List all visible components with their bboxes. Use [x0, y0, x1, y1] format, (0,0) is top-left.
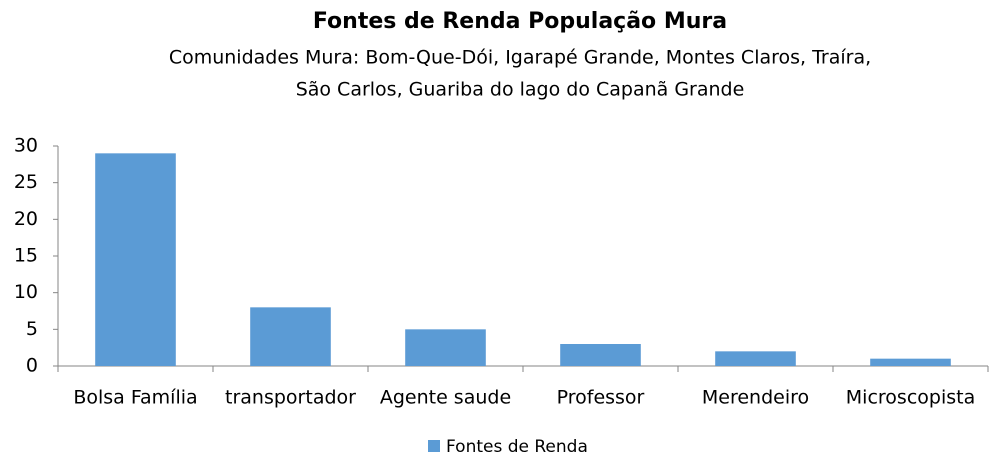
- chart-title: Fontes de Renda População Mura: [313, 9, 727, 34]
- y-tick-label: 20: [14, 208, 38, 230]
- y-tick-label: 25: [14, 171, 38, 193]
- y-tick-label: 30: [14, 135, 38, 157]
- x-tick-label: Professor: [557, 387, 645, 409]
- x-tick-label: Merendeiro: [702, 387, 809, 409]
- x-tick-label: Microscopista: [846, 387, 975, 409]
- y-tick-label: 15: [14, 245, 38, 267]
- x-tick-label: Bolsa Família: [73, 387, 197, 409]
- chart-subtitle: São Carlos, Guariba do lago do Capanã Gr…: [296, 79, 745, 101]
- x-tick-label: Agente saude: [380, 387, 511, 409]
- bar: [250, 307, 331, 366]
- bar: [560, 344, 641, 366]
- bar: [95, 153, 176, 366]
- bar: [715, 351, 796, 366]
- legend-label: Fontes de Renda: [446, 437, 588, 456]
- chart-subtitle: Comunidades Mura: Bom-Que-Dói, Igarapé G…: [169, 47, 871, 69]
- y-tick-label: 5: [26, 318, 38, 340]
- legend-swatch: [428, 440, 440, 452]
- bar: [870, 358, 951, 366]
- y-tick-label: 10: [14, 281, 38, 303]
- y-tick-label: 0: [26, 355, 38, 377]
- x-tick-label: transportador: [225, 387, 356, 409]
- bar: [405, 329, 486, 366]
